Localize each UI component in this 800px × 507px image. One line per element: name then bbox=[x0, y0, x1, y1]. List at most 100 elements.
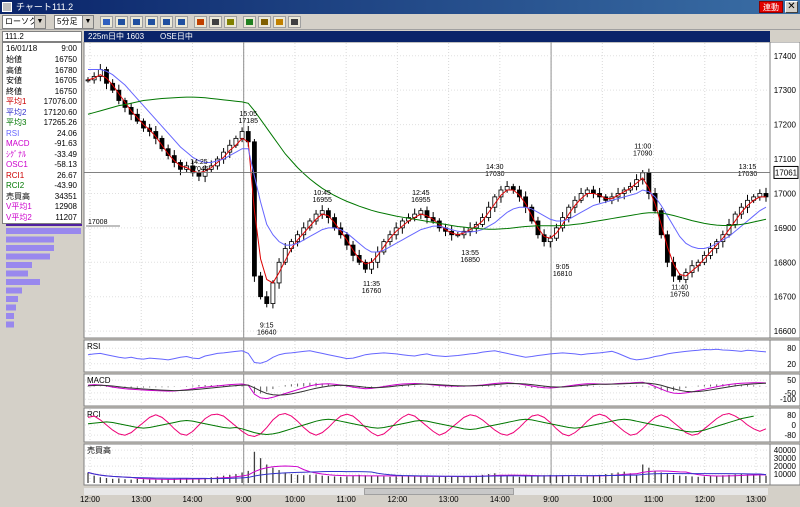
annotation-price: 16955 bbox=[411, 197, 431, 204]
grid-icon bbox=[133, 19, 140, 25]
window-title: チャート bbox=[16, 2, 52, 12]
window-code: 111.2 bbox=[52, 2, 74, 12]
toolbar-button-search[interactable] bbox=[273, 16, 286, 28]
annotation-time: 15:05 bbox=[239, 111, 257, 118]
volume-profile-bar bbox=[6, 287, 22, 294]
close-button[interactable]: ✕ bbox=[785, 1, 798, 13]
info-label: 平均3 bbox=[6, 118, 27, 127]
info-value: 12908 bbox=[54, 202, 77, 211]
candle-body bbox=[239, 131, 245, 139]
axis-background bbox=[769, 443, 800, 486]
toolbar-button-grid[interactable] bbox=[175, 16, 188, 28]
info-label: 安値 bbox=[6, 76, 22, 85]
toolbar-button-bar[interactable] bbox=[224, 16, 237, 28]
annotation-price: 16760 bbox=[362, 288, 382, 295]
info-value: 17120.60 bbox=[43, 107, 77, 117]
toolbar-button-layout[interactable] bbox=[100, 16, 113, 28]
crosshair-icon bbox=[212, 19, 219, 25]
info-row: MACD -91.63 bbox=[3, 139, 81, 149]
info-value: 11207 bbox=[55, 212, 77, 222]
candle-body bbox=[258, 275, 263, 298]
series-line bbox=[87, 415, 754, 436]
toolbar-button-pen[interactable] bbox=[243, 16, 256, 28]
candle-body bbox=[591, 189, 596, 194]
info-label: RCI1 bbox=[6, 170, 25, 180]
scrollbar-thumb[interactable] bbox=[364, 488, 514, 495]
interval-select[interactable]: 5分足 ▼ bbox=[54, 15, 94, 29]
annotation-time: 11:40 bbox=[671, 284, 688, 291]
axis-background bbox=[769, 42, 800, 339]
toolbar-button-grid[interactable] bbox=[115, 16, 128, 28]
toolbar-button-hand[interactable] bbox=[258, 16, 271, 28]
y-tick-label: 0 bbox=[792, 421, 797, 430]
y-tick-label: 30000 bbox=[774, 454, 797, 463]
time-tick-label: 12:00 bbox=[695, 495, 716, 504]
annotation-price: 17045 bbox=[189, 166, 209, 173]
candle-body bbox=[159, 137, 165, 150]
time-tick-label: 13:00 bbox=[131, 495, 152, 504]
y-tick-label: 17400 bbox=[774, 52, 797, 61]
y-tick-label: 16900 bbox=[774, 224, 797, 233]
horizontal-scrollbar[interactable] bbox=[84, 488, 768, 495]
toolbar-button-crosshair[interactable] bbox=[209, 16, 222, 28]
candle-body bbox=[165, 148, 171, 156]
info-row-date: 16/01/18 9:00 bbox=[3, 44, 81, 54]
chart-type-value: ローソク bbox=[5, 17, 37, 26]
info-value: 17265.26 bbox=[43, 118, 77, 127]
volume-profile-bar bbox=[6, 270, 28, 277]
y-tick-label: 80 bbox=[787, 411, 796, 420]
candle-body bbox=[671, 261, 676, 277]
y-tick-label: 16700 bbox=[774, 293, 797, 302]
candle-body bbox=[270, 282, 276, 304]
candle-body bbox=[757, 193, 763, 198]
linked-button[interactable]: 連動 bbox=[759, 1, 783, 13]
info-value: 26.67 bbox=[56, 170, 77, 180]
candle-body bbox=[85, 79, 91, 82]
y-tick-label: -100 bbox=[780, 395, 797, 404]
symbol-bar: 111.2 225m日中 1603 OSE日中 bbox=[0, 31, 800, 42]
toolbar-button-print[interactable] bbox=[288, 16, 301, 28]
time-tick-label: 11:00 bbox=[644, 495, 664, 504]
y-tick-label: 17000 bbox=[774, 189, 797, 198]
annotation-price: 17030 bbox=[485, 171, 505, 178]
print-icon bbox=[291, 19, 298, 25]
volume-profile-label: 17008 bbox=[88, 219, 108, 226]
price-chart[interactable]: 12:00 13:00 14:00 9:00 10:00 11:00 12:00 13:00 1… bbox=[0, 42, 800, 507]
symbol-code-input[interactable]: 111.2 bbox=[2, 31, 82, 42]
info-row: 高値 16780 bbox=[3, 66, 81, 76]
symbol-name: 225m日中 1603 bbox=[88, 32, 145, 41]
app-icon bbox=[2, 2, 12, 12]
info-row: 平均1 17076.00 bbox=[3, 97, 81, 107]
annotation-price: 16750 bbox=[670, 291, 690, 298]
candle-body bbox=[763, 193, 769, 198]
time-tick-label: 13:00 bbox=[439, 495, 460, 504]
info-value: 17076.00 bbox=[43, 97, 77, 106]
annotation-time: 14:25 bbox=[190, 159, 208, 166]
time-tick-label: 12:00 bbox=[80, 495, 101, 504]
moving-average-line bbox=[87, 96, 767, 230]
interval-value: 5分足 bbox=[57, 17, 78, 26]
axis-background bbox=[769, 407, 800, 443]
symbol-code: 111.2 bbox=[5, 32, 24, 41]
y-tick-label: 17300 bbox=[774, 86, 797, 95]
toolbar-button-grid[interactable] bbox=[145, 16, 158, 28]
candle-body bbox=[362, 261, 368, 270]
info-label: MACD bbox=[6, 139, 30, 148]
chart-type-select[interactable]: ローソク ▼ bbox=[2, 15, 46, 29]
candle-body bbox=[492, 196, 498, 208]
annotation-price: 16850 bbox=[460, 257, 480, 264]
volume-profile-bar bbox=[6, 313, 14, 319]
hand-icon bbox=[261, 19, 268, 25]
y-tick-label: 40000 bbox=[774, 446, 797, 455]
toolbar-button-trendline[interactable] bbox=[194, 16, 207, 28]
volume-profile-bar bbox=[6, 245, 54, 251]
axis-background bbox=[769, 339, 800, 373]
y-tick-label: 17100 bbox=[774, 155, 797, 164]
candle-body bbox=[369, 261, 374, 270]
toolbar-button-grid[interactable] bbox=[130, 16, 143, 28]
toolbar-button-grid[interactable] bbox=[160, 16, 173, 28]
time-tick-label: 14:00 bbox=[490, 495, 511, 504]
volume-profile-bar bbox=[6, 262, 32, 268]
info-row: 平均3 17265.26 bbox=[3, 118, 81, 128]
pen-icon bbox=[246, 19, 253, 25]
